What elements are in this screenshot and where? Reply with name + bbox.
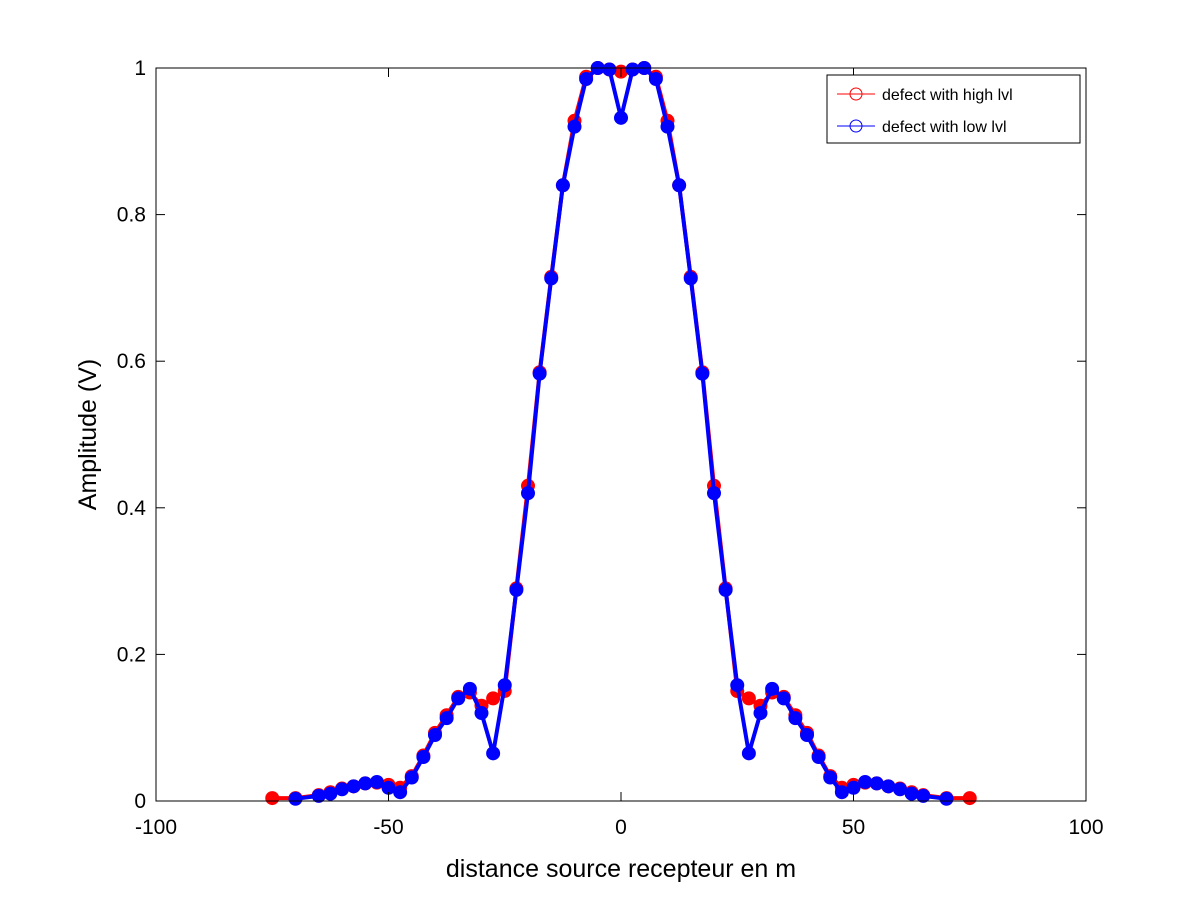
data-point: [486, 691, 501, 706]
plot-frame: [155, 67, 1087, 802]
data-point: [474, 706, 489, 721]
x-tick-label: -50: [373, 816, 403, 839]
data-point: [939, 791, 954, 806]
x-axis-label: distance source recepteur en m: [446, 855, 796, 883]
x-tick-label: -100: [135, 816, 177, 839]
data-point: [869, 776, 884, 791]
data-point: [265, 791, 280, 806]
data-point: [741, 746, 756, 761]
y-axis-label: Amplitude (V): [74, 359, 102, 510]
data-point: [335, 782, 349, 797]
data-point: [544, 271, 559, 286]
y-tick-label: 0: [134, 790, 146, 813]
data-point: [765, 681, 780, 696]
data-point: [509, 582, 524, 597]
y-tick-label: 0.4: [117, 497, 147, 520]
data-point: [358, 776, 373, 791]
data-point: [346, 779, 361, 794]
data-point: [916, 788, 931, 803]
legend-marker-high: [849, 87, 863, 101]
data-point: [462, 681, 477, 696]
data-point: [858, 774, 873, 789]
data-point: [497, 678, 512, 693]
data-point: [288, 791, 303, 806]
data-point: [788, 711, 803, 726]
data-point: [823, 770, 838, 785]
data-point: [532, 366, 547, 381]
data-point: [741, 691, 756, 706]
data-point: [555, 178, 570, 193]
data-point: [800, 728, 814, 743]
data-point: [695, 366, 710, 381]
data-point: [323, 786, 338, 801]
data-point: [962, 791, 977, 806]
legend-label-low: defect with low lvl: [882, 119, 1007, 136]
data-point: [904, 786, 919, 801]
data-point: [579, 72, 594, 86]
legend: defect with high lvl defect with low lvl: [826, 74, 1081, 144]
data-point: [718, 582, 733, 597]
data-point: [311, 788, 326, 803]
legend-marker-low: [849, 119, 863, 133]
plot-area: [156, 68, 1086, 801]
data-point: [660, 119, 675, 134]
data-point: [614, 110, 628, 125]
data-point: [521, 486, 535, 501]
data-point: [428, 728, 442, 743]
x-tick-label: 50: [842, 816, 865, 839]
data-point: [683, 271, 698, 286]
data-point: [753, 706, 768, 721]
data-point: [730, 678, 745, 693]
data-point: [834, 785, 849, 800]
data-point: [707, 486, 721, 501]
tick-labels-layer: -100 -50 0 50 100 0 0.2 0.4 0.6 0.8 1: [117, 57, 1104, 839]
data-point: [486, 746, 501, 761]
x-tick-label: 0: [615, 816, 627, 839]
legend-label-high: defect with high lvl: [882, 87, 1013, 104]
series-1: [288, 61, 954, 806]
y-tick-label: 1: [134, 57, 146, 80]
y-tick-label: 0.2: [117, 643, 146, 666]
y-tick-label: 0.8: [117, 204, 146, 227]
data-point: [625, 62, 640, 77]
data-point: [404, 770, 419, 785]
series-layer: [265, 61, 977, 806]
legend-box: [826, 74, 1081, 144]
x-tick-label: 100: [1068, 816, 1103, 839]
data-point: [893, 782, 907, 797]
data-point: [369, 774, 384, 789]
data-point: [451, 691, 466, 706]
data-point: [811, 750, 826, 765]
data-point: [416, 750, 431, 765]
data-point: [567, 119, 582, 134]
y-tick-label: 0.6: [117, 350, 146, 373]
data-point: [881, 779, 896, 794]
data-point: [648, 72, 663, 86]
data-point: [672, 178, 687, 193]
data-point: [776, 691, 791, 706]
data-point: [393, 785, 408, 800]
data-point: [439, 711, 454, 726]
data-point: [602, 62, 617, 77]
